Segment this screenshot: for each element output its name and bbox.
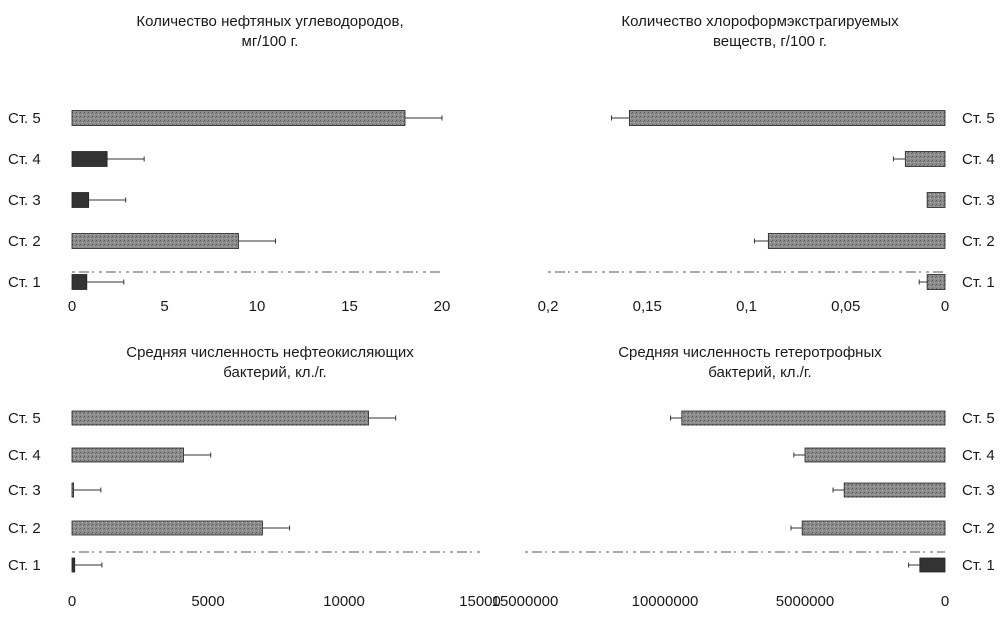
plot-area: 0,2 0,15 0,1 0,05 0 Ст. 1 Ст. 2 Ст. 3 Ст. 4 Ст. 5 — [538, 110, 995, 315]
bar — [71, 447, 184, 463]
panel-petroleum-hydrocarbons: Количество нефтяных углеводородов, мг/10… — [8, 13, 450, 315]
category-label: Ст. 2 — [962, 520, 995, 537]
bar — [801, 520, 946, 536]
x-tick-label: 15000000 — [492, 593, 559, 610]
category-label: Ст. 4 — [8, 447, 41, 464]
bar — [926, 192, 946, 208]
bar — [71, 482, 75, 498]
plot-area: 0 5 10 15 20 Ст. 1 Ст. 2 Ст. 3 Ст. 4 Ст. 5 — [8, 110, 450, 315]
category-label: Ст. 2 — [8, 520, 41, 537]
category-label: Ст. 1 — [962, 274, 995, 291]
category-label: Ст. 1 — [962, 557, 995, 574]
x-tick-label: 0,05 — [831, 298, 860, 315]
x-tick-label: 5000 — [191, 593, 224, 610]
category-label: Ст. 5 — [8, 410, 41, 427]
bar — [71, 110, 406, 126]
bar — [926, 274, 946, 290]
bar — [71, 520, 263, 536]
chart-title-line-1: Количество хлороформэкстрагируемых — [621, 13, 899, 30]
panel-chloroform-extractables: Количество хлороформэкстрагируемых вещес… — [538, 13, 995, 315]
bar — [71, 557, 76, 573]
bar — [628, 110, 946, 126]
x-tick-label: 20 — [434, 298, 451, 315]
bar — [904, 151, 946, 167]
x-tick-label: 0,15 — [633, 298, 662, 315]
x-tick-label: 0 — [68, 298, 76, 315]
bar — [71, 410, 369, 426]
bar — [767, 233, 946, 249]
chart-title-line-1: Средняя численность нефтеокисляющих — [126, 344, 414, 361]
chart-title-line-1: Количество нефтяных углеводородов, — [136, 13, 403, 30]
chart-title-line-2: бактерий, кл./г. — [708, 364, 811, 381]
x-tick-label: 15 — [341, 298, 358, 315]
x-tick-label: 0,1 — [736, 298, 757, 315]
x-tick-label: 10000000 — [632, 593, 699, 610]
bar — [71, 192, 90, 208]
bar — [843, 482, 946, 498]
bar — [919, 557, 946, 573]
chart-title-line-2: мг/100 г. — [242, 33, 299, 50]
panel-heterotrophic-bacteria: Средняя численность гетеротрофных бактер… — [492, 344, 995, 610]
category-label: Ст. 3 — [962, 192, 995, 209]
category-label: Ст. 2 — [8, 233, 41, 250]
x-tick-label: 0 — [941, 298, 949, 315]
chart-title-line-2: бактерий, кл./г. — [223, 364, 326, 381]
category-label: Ст. 5 — [962, 410, 995, 427]
bar — [681, 410, 946, 426]
category-label: Ст. 3 — [8, 192, 41, 209]
category-label: Ст. 5 — [8, 110, 41, 127]
bar — [71, 151, 108, 167]
x-tick-label: 5 — [160, 298, 168, 315]
x-tick-label: 10 — [249, 298, 266, 315]
chart-title-line-1: Средняя численность гетеротрофных — [618, 344, 882, 361]
category-label: Ст. 3 — [8, 482, 41, 499]
x-tick-label: 15000 — [459, 593, 501, 610]
category-label: Ст. 3 — [962, 482, 995, 499]
category-label: Ст. 1 — [8, 557, 41, 574]
x-tick-label: 0,2 — [538, 298, 559, 315]
plot-area: 0 5000 10000 15000 Ст. 1 Ст. 2 Ст. 3 Ст. 4 Ст. 5 — [8, 410, 501, 610]
plot-area: 15000000 10000000 5000000 0 Ст. 1 Ст. 2 Ст. 3 С… — [492, 410, 995, 610]
x-tick-label: 5000000 — [776, 593, 834, 610]
bar — [804, 447, 946, 463]
chart-title-line-2: веществ, г/100 г. — [713, 33, 827, 50]
x-tick-label: 10000 — [323, 593, 365, 610]
category-label: Ст. 4 — [8, 151, 41, 168]
x-tick-label: 0 — [941, 593, 949, 610]
category-label: Ст. 5 — [962, 110, 995, 127]
category-label: Ст. 2 — [962, 233, 995, 250]
bar — [71, 274, 88, 290]
category-label: Ст. 4 — [962, 447, 995, 464]
category-label: Ст. 1 — [8, 274, 41, 291]
x-tick-label: 0 — [68, 593, 76, 610]
bar — [71, 233, 239, 249]
category-label: Ст. 4 — [962, 151, 995, 168]
panel-oil-oxidizing-bacteria: Средняя численность нефтеокисляющих бакт… — [8, 344, 501, 610]
